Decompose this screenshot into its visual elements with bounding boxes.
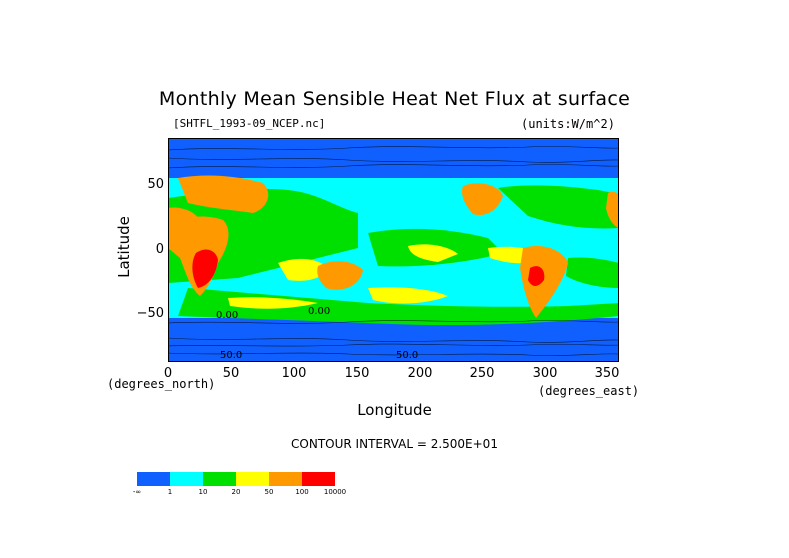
contour-interval: CONTOUR INTERVAL = 2.500E+01 <box>291 437 498 451</box>
x-tick-50: 50 <box>222 366 240 381</box>
contour-lines <box>168 146 619 356</box>
x-tick-100: 100 <box>281 366 307 381</box>
legend-label-5: 100 <box>295 488 309 496</box>
europe-asia-landmass <box>168 175 269 230</box>
south-america-landmass <box>520 245 568 318</box>
southern-ocean-band <box>168 334 619 362</box>
legend-label-1: 1 <box>167 488 173 496</box>
map-frame <box>168 138 619 362</box>
north-america-landmass <box>462 183 503 216</box>
y-tick-50: 50 <box>147 177 164 192</box>
legend-label-3: 20 <box>231 488 241 496</box>
x-tick-200: 200 <box>407 366 433 381</box>
legend-swatch-0 <box>137 472 170 486</box>
australia-landmass <box>317 261 363 290</box>
x-axis-units: (degrees_east) <box>538 384 640 398</box>
map-title: Monthly Mean Sensible Heat Net Flux at s… <box>158 88 631 110</box>
units-label: (units:W/m^2) <box>521 117 615 131</box>
flux-map: 0.00 0.00 50.0 50.0 <box>168 138 619 362</box>
contour-label-3: 50.0 <box>220 350 242 361</box>
x-tick-0: 0 <box>163 366 173 381</box>
file-label: [SHTFL_1993-09_NCEP.nc] <box>173 117 326 130</box>
y-tick-0: 0 <box>155 242 164 257</box>
x-tick-300: 300 <box>532 366 558 381</box>
contour-label-1: 0.00 <box>216 310 238 321</box>
legend-label-0: -∞ <box>132 488 142 496</box>
legend-swatch-3 <box>236 472 269 486</box>
x-tick-350: 350 <box>594 366 620 381</box>
legend-swatch-4 <box>269 472 302 486</box>
color-legend <box>137 472 335 486</box>
legend-label-6: 10000 <box>323 488 347 496</box>
y-axis-label: Latitude <box>115 216 133 278</box>
y-tick-minus50: −50 <box>136 306 164 321</box>
legend-label-4: 50 <box>264 488 274 496</box>
x-tick-250: 250 <box>469 366 495 381</box>
africa-landmass <box>168 216 229 296</box>
legend-swatch-1 <box>170 472 203 486</box>
contour-label-2: 0.00 <box>308 306 330 317</box>
contour-label-4: 50.0 <box>396 350 418 361</box>
x-axis-label: Longitude <box>357 401 432 419</box>
legend-swatch-2 <box>203 472 236 486</box>
east-edge-landmass <box>606 191 619 228</box>
x-tick-150: 150 <box>344 366 370 381</box>
y-axis-units: (degrees_north) <box>107 377 216 391</box>
legend-swatch-5 <box>302 472 335 486</box>
legend-label-2: 10 <box>198 488 208 496</box>
green-regions <box>168 185 619 326</box>
